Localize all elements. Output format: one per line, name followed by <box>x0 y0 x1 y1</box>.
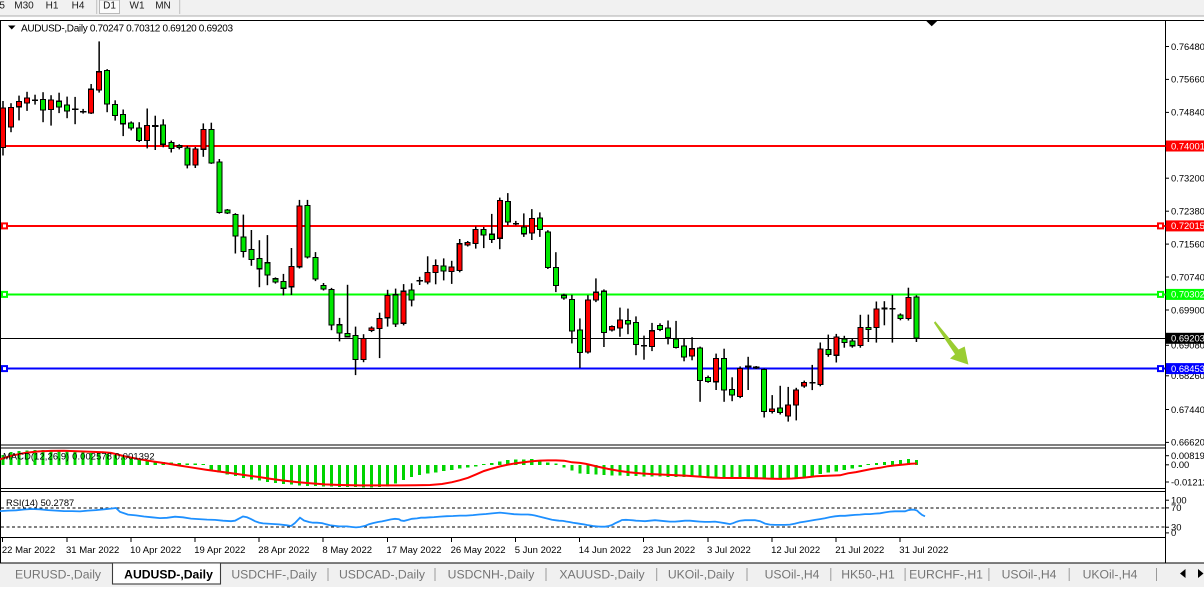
svg-text:30: 30 <box>1171 522 1181 533</box>
svg-text:0.72380: 0.72380 <box>1171 206 1204 217</box>
svg-text:USDCAD-,Daily: USDCAD-,Daily <box>339 568 426 582</box>
svg-text:28 Apr 2022: 28 Apr 2022 <box>258 545 309 556</box>
svg-text:0.68453: 0.68453 <box>1171 363 1204 374</box>
svg-text:0: 0 <box>1171 527 1176 538</box>
svg-text:EURUSD-,Daily: EURUSD-,Daily <box>15 568 102 582</box>
svg-text:10 Apr 2022: 10 Apr 2022 <box>130 545 181 556</box>
svg-text:0.68260: 0.68260 <box>1171 370 1204 381</box>
svg-text:3 Jul 2022: 3 Jul 2022 <box>707 545 751 556</box>
svg-text:0.008197: 0.008197 <box>1171 450 1204 461</box>
svg-text:USOil-,H4: USOil-,H4 <box>1002 568 1057 582</box>
svg-text:0.75660: 0.75660 <box>1171 74 1204 85</box>
svg-text:-0.01212: -0.01212 <box>1171 476 1204 487</box>
svg-text:0.00: 0.00 <box>1171 459 1189 470</box>
svg-text:UKOil-,H4: UKOil-,H4 <box>1083 568 1138 582</box>
svg-text:UKOil-,Daily: UKOil-,Daily <box>668 568 735 582</box>
svg-text:0.69203: 0.69203 <box>1171 333 1204 344</box>
svg-text:0.74001: 0.74001 <box>1171 140 1204 151</box>
svg-text:USDCNH-,Daily: USDCNH-,Daily <box>448 568 536 582</box>
svg-text:0.69900: 0.69900 <box>1171 304 1204 315</box>
svg-text:MN: MN <box>155 1 171 12</box>
svg-text:AUDUSD-,Daily 0.70247 0.70312: AUDUSD-,Daily 0.70247 0.70312 0.69120 0.… <box>21 24 233 35</box>
svg-text:HK50-,H1: HK50-,H1 <box>841 568 895 582</box>
svg-text:MACD(12,26,9) 0.002578 0.00139: MACD(12,26,9) 0.002578 0.001392 <box>3 451 155 461</box>
svg-text:22 Mar 2022: 22 Mar 2022 <box>2 545 55 556</box>
svg-text:0.69080: 0.69080 <box>1171 340 1204 351</box>
svg-text:100: 100 <box>1171 495 1187 506</box>
svg-text:0.66620: 0.66620 <box>1171 437 1204 448</box>
svg-text:H4: H4 <box>72 1 85 12</box>
svg-text:EURCHF-,H1: EURCHF-,H1 <box>909 568 983 582</box>
svg-text:0.71560: 0.71560 <box>1171 238 1204 249</box>
svg-text:0.70740: 0.70740 <box>1171 271 1204 282</box>
svg-text:23 Jun 2022: 23 Jun 2022 <box>643 545 695 556</box>
svg-text:USDCHF-,Daily: USDCHF-,Daily <box>231 568 317 582</box>
svg-text:19 Apr 2022: 19 Apr 2022 <box>194 545 245 556</box>
svg-text:14 Jun 2022: 14 Jun 2022 <box>579 545 631 556</box>
svg-text:21 Jul 2022: 21 Jul 2022 <box>835 545 884 556</box>
svg-text:M30: M30 <box>14 1 34 12</box>
svg-text:8 May 2022: 8 May 2022 <box>322 545 372 556</box>
svg-text:H1: H1 <box>46 1 59 12</box>
svg-text:12 Jul 2022: 12 Jul 2022 <box>771 545 820 556</box>
svg-text:31 Jul 2022: 31 Jul 2022 <box>899 545 948 556</box>
svg-text:5: 5 <box>0 1 5 12</box>
svg-text:W1: W1 <box>130 1 145 12</box>
svg-text:70: 70 <box>1171 502 1181 513</box>
svg-text:0.70302: 0.70302 <box>1171 289 1204 300</box>
svg-text:USOil-,H4: USOil-,H4 <box>765 568 820 582</box>
svg-text:26 May 2022: 26 May 2022 <box>451 545 506 556</box>
svg-text:XAUUSD-,Daily: XAUUSD-,Daily <box>559 568 645 582</box>
svg-text:0.74840: 0.74840 <box>1171 107 1204 118</box>
svg-text:0.72015: 0.72015 <box>1171 220 1204 231</box>
svg-text:RSI(14) 50.2787: RSI(14) 50.2787 <box>6 498 74 508</box>
svg-text:0.76480: 0.76480 <box>1171 41 1204 52</box>
svg-text:5 Jun 2022: 5 Jun 2022 <box>515 545 562 556</box>
svg-text:0.73200: 0.73200 <box>1171 173 1204 184</box>
svg-text:D1: D1 <box>103 1 116 12</box>
svg-text:31 Mar 2022: 31 Mar 2022 <box>66 545 119 556</box>
svg-text:AUDUSD-,Daily: AUDUSD-,Daily <box>124 568 213 582</box>
svg-text:0.67440: 0.67440 <box>1171 404 1204 415</box>
svg-text:17 May 2022: 17 May 2022 <box>387 545 442 556</box>
